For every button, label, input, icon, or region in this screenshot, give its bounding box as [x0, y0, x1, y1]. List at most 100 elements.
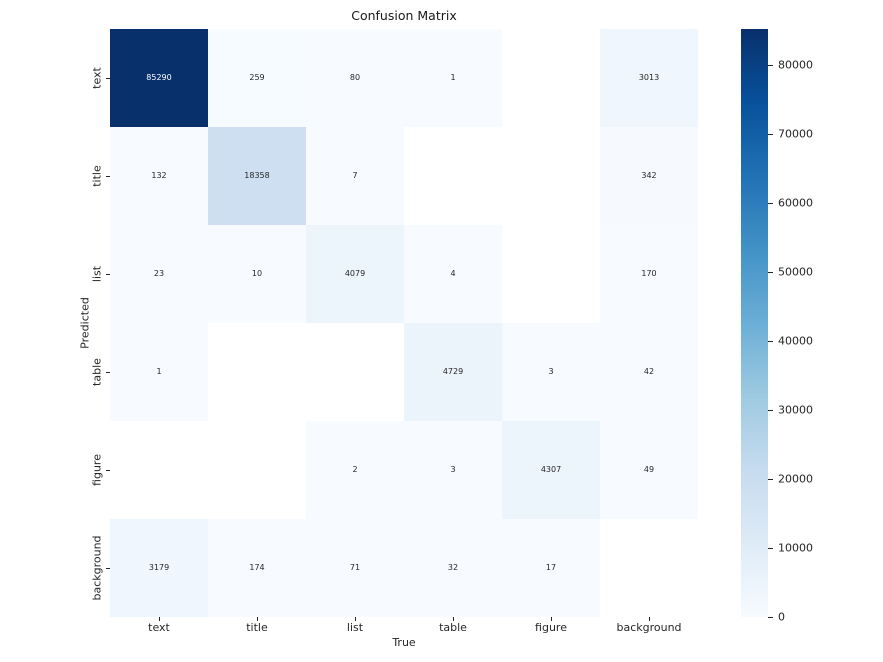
- colorbar: [741, 29, 768, 617]
- y-tick-mark: [106, 273, 110, 275]
- heatmap-cell-table-table: 4729: [404, 323, 502, 421]
- heatmap-cell-background-figure: 17: [502, 519, 600, 617]
- cell-value: 1: [156, 367, 162, 376]
- colorbar-tick-label-70000: 70000: [778, 127, 813, 141]
- colorbar-tick-label-0: 0: [778, 610, 785, 624]
- x-tick-mark: [256, 617, 258, 621]
- heatmap-cell-table-list: [306, 323, 404, 421]
- cell-value: 3013: [638, 73, 660, 82]
- heatmap-cell-background-table: 32: [404, 519, 502, 617]
- cell-value: 4729: [442, 367, 464, 376]
- heatmap-cell-figure-title: [208, 421, 306, 519]
- colorbar-tick-mark: [768, 271, 773, 273]
- x-tick-mark: [354, 617, 356, 621]
- x-tick-mark: [158, 617, 160, 621]
- x-tick-label-text: text: [148, 621, 170, 634]
- colorbar-tick-label-60000: 60000: [778, 196, 813, 210]
- heatmap-plot-area: 85290 259 80 1 3013 132 18358 7 342 23 10 4079 4 170 1…: [110, 29, 698, 617]
- heatmap-cell-background-title: 174: [208, 519, 306, 617]
- y-tick-label-text: text: [90, 67, 104, 89]
- heatmap-cell-background-list: 71: [306, 519, 404, 617]
- y-tick-label-title: title: [90, 165, 104, 187]
- heatmap-cell-text-table: 1: [404, 29, 502, 127]
- cell-value: 1: [450, 73, 456, 82]
- x-tick-label-title: title: [246, 621, 268, 634]
- heatmap-cell-figure-list: 2: [306, 421, 404, 519]
- heatmap-cell-table-figure: 3: [502, 323, 600, 421]
- heatmap-cell-figure-text: [110, 421, 208, 519]
- colorbar-tick-mark: [768, 409, 773, 411]
- heatmap-cell-text-figure: [502, 29, 600, 127]
- y-tick-label-figure: figure: [90, 454, 104, 486]
- y-tick-mark: [106, 567, 110, 569]
- cell-value: 18358: [244, 171, 270, 180]
- colorbar-tick-label-50000: 50000: [778, 265, 813, 279]
- heatmap-cell-title-background: 342: [600, 127, 698, 225]
- cell-value: 342: [641, 171, 657, 180]
- cell-value: 4307: [540, 465, 562, 474]
- x-tick-label-figure: figure: [535, 621, 567, 634]
- heatmap-cell-title-figure: [502, 127, 600, 225]
- cell-value: 4079: [344, 269, 366, 278]
- heatmap-cell-title-text: 132: [110, 127, 208, 225]
- cell-value: 174: [249, 563, 265, 572]
- colorbar-tick-label-20000: 20000: [778, 472, 813, 486]
- cell-value: 80: [349, 73, 361, 82]
- cell-value: 3179: [148, 563, 170, 572]
- heatmap-cell-text-background: 3013: [600, 29, 698, 127]
- cell-value: 4: [450, 269, 456, 278]
- heatmap-cell-list-background: 170: [600, 225, 698, 323]
- cell-value: 2: [352, 465, 358, 474]
- x-tick-mark: [648, 617, 650, 621]
- heatmap-cell-list-figure: [502, 225, 600, 323]
- y-tick-mark: [106, 77, 110, 79]
- cell-value: 71: [349, 563, 361, 572]
- y-tick-label-table: table: [90, 358, 104, 386]
- heatmap-cell-list-table: 4: [404, 225, 502, 323]
- x-tick-label-list: list: [346, 621, 364, 634]
- cell-value: 132: [151, 171, 167, 180]
- heatmap-cell-text-title: 259: [208, 29, 306, 127]
- colorbar-tick-mark: [768, 340, 773, 342]
- heatmap-cell-list-list: 4079: [306, 225, 404, 323]
- cell-value: 259: [249, 73, 265, 82]
- heatmap-cell-list-title: 10: [208, 225, 306, 323]
- heatmap-cell-background-background: [600, 519, 698, 617]
- heatmap-cell-table-text: 1: [110, 323, 208, 421]
- colorbar-tick-label-80000: 80000: [778, 58, 813, 72]
- x-tick-label-background: background: [616, 621, 682, 634]
- cell-value: 23: [153, 269, 165, 278]
- heatmap-cell-table-title: [208, 323, 306, 421]
- heatmap-cell-title-table: [404, 127, 502, 225]
- colorbar-tick-mark: [768, 64, 773, 66]
- heatmap-cell-title-list: 7: [306, 127, 404, 225]
- heatmap-cell-figure-background: 49: [600, 421, 698, 519]
- y-tick-mark: [106, 175, 110, 177]
- x-tick-mark: [550, 617, 552, 621]
- y-tick-mark: [106, 469, 110, 471]
- cell-value: 3: [548, 367, 554, 376]
- cell-value: 170: [641, 269, 657, 278]
- colorbar-tick-mark: [768, 616, 773, 618]
- colorbar-tick-mark: [768, 133, 773, 135]
- heatmap-cell-table-background: 42: [600, 323, 698, 421]
- colorbar-tick-label-10000: 10000: [778, 541, 813, 555]
- colorbar-tick-mark: [768, 478, 773, 480]
- cell-value: 49: [643, 465, 655, 474]
- heatmap-cell-list-text: 23: [110, 225, 208, 323]
- x-axis-label: True: [392, 636, 416, 649]
- heatmap-cell-text-text: 85290: [110, 29, 208, 127]
- y-tick-label-list: list: [90, 265, 104, 283]
- x-tick-label-table: table: [439, 621, 467, 634]
- cell-value: 42: [643, 367, 655, 376]
- cell-value: 3: [450, 465, 456, 474]
- heatmap-cell-background-text: 3179: [110, 519, 208, 617]
- cell-value: 85290: [146, 73, 172, 82]
- colorbar-tick-mark: [768, 547, 773, 549]
- colorbar-tick-label-30000: 30000: [778, 403, 813, 417]
- y-tick-mark: [106, 371, 110, 373]
- colorbar-tick-label-40000: 40000: [778, 334, 813, 348]
- heatmap-cell-figure-figure: 4307: [502, 421, 600, 519]
- colorbar-tick-mark: [768, 202, 773, 204]
- cell-value: 32: [447, 563, 459, 572]
